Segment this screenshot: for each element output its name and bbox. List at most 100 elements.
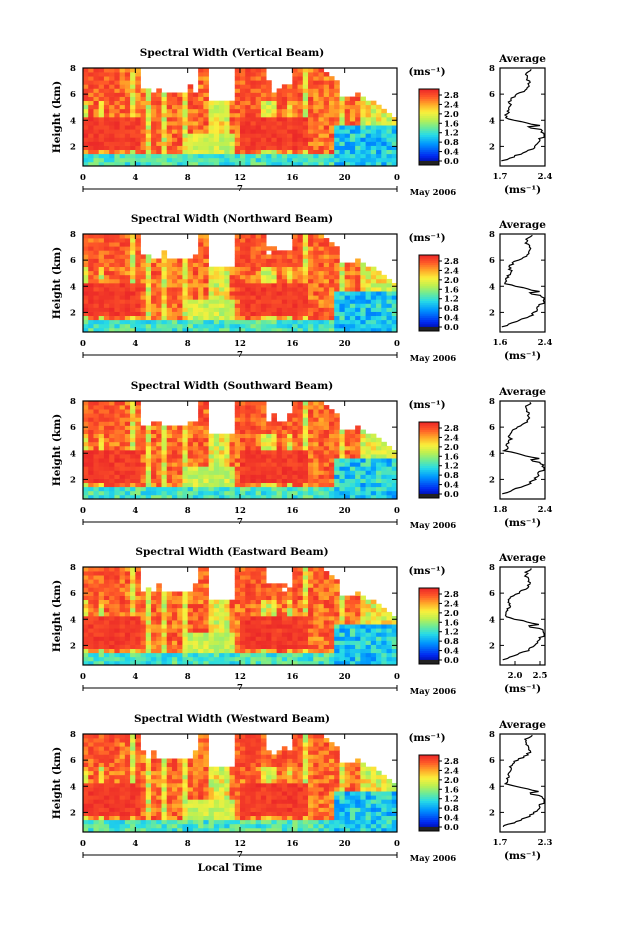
heatmap-cell — [344, 291, 351, 296]
heatmap-cell — [234, 125, 241, 130]
heatmap-cell — [302, 283, 309, 288]
heatmap-cell — [124, 287, 131, 292]
heatmap-cell — [98, 632, 105, 637]
heatmap-cell — [114, 137, 120, 142]
heatmap-cell — [381, 482, 387, 488]
heatmap-cell — [287, 283, 293, 288]
heatmap-cell — [114, 587, 120, 592]
heatmap-cell — [323, 462, 330, 467]
heatmap-cell — [103, 433, 110, 439]
heatmap-cell — [130, 250, 136, 255]
heatmap-cell — [98, 121, 105, 126]
heatmap-cell — [213, 141, 220, 146]
heatmap-cell — [240, 238, 246, 243]
heatmap-cell — [88, 96, 94, 102]
heatmap-cell — [255, 133, 262, 138]
heatmap-cell — [114, 636, 120, 641]
heatmap-cell — [339, 454, 346, 459]
heatmap-cell — [297, 311, 304, 317]
heatmap-cell — [145, 287, 152, 292]
heatmap-cell — [344, 462, 351, 467]
heatmap-cell — [213, 628, 220, 633]
heatmap-cell — [98, 413, 105, 418]
heatmap-cell — [203, 433, 209, 439]
heatmap-cell — [339, 307, 346, 312]
heatmap-cell — [182, 283, 189, 288]
heatmap-cell — [271, 462, 277, 467]
heatmap-cell — [93, 295, 100, 300]
colorbar-tick-label: 1.6 — [444, 119, 459, 129]
heatmap-cell — [302, 587, 309, 592]
heatmap-cell — [156, 437, 162, 443]
heatmap-cell — [344, 323, 351, 329]
heatmap-cell — [130, 583, 136, 588]
heatmap-cell — [103, 660, 110, 666]
heatmap-cell — [260, 640, 267, 645]
heatmap-cell — [318, 441, 325, 447]
heatmap-cell — [130, 100, 136, 106]
heatmap-cell — [130, 133, 136, 138]
heatmap-cell — [297, 242, 304, 247]
heatmap-cell — [203, 303, 209, 308]
heatmap-cell — [166, 323, 173, 329]
heatmap-cell — [109, 96, 115, 102]
heatmap-cell — [271, 270, 277, 276]
heatmap-cell — [203, 246, 209, 251]
heatmap-cell — [339, 153, 346, 159]
heatmap-cell — [386, 303, 393, 308]
heatmap-cell — [355, 429, 361, 435]
heatmap-cell — [140, 133, 147, 138]
x-tick-label: 12 — [234, 173, 246, 183]
heatmap-cell — [213, 307, 220, 312]
heatmap-cell — [360, 454, 366, 459]
heatmap-cell — [119, 100, 126, 106]
heatmap-cell — [365, 137, 372, 142]
heatmap-cell — [287, 270, 293, 276]
heatmap-cell — [276, 104, 283, 110]
heatmap-cell — [109, 470, 115, 475]
colorbar-swatch — [419, 294, 439, 298]
heatmap-cell — [240, 450, 246, 455]
heatmap-cell — [203, 628, 209, 633]
heatmap-cell — [318, 291, 325, 296]
heatmap-cell — [114, 490, 120, 496]
heatmap-cell — [161, 262, 168, 268]
heatmap-cell — [192, 595, 199, 601]
heatmap-cell — [171, 656, 178, 662]
heatmap-cell — [130, 299, 136, 304]
heatmap-cell — [198, 112, 204, 118]
heatmap-cell — [376, 486, 382, 492]
heatmap-cell — [114, 454, 120, 459]
heatmap-cell — [88, 129, 94, 134]
heatmap-cell — [292, 405, 298, 410]
heatmap-cell — [355, 315, 361, 321]
heatmap-cell — [187, 92, 194, 97]
heatmap-cell — [313, 315, 319, 321]
heatmap-cell — [349, 161, 356, 167]
heatmap-cell — [192, 121, 199, 126]
heatmap-cell — [292, 490, 298, 496]
heatmap-cell — [130, 595, 136, 601]
panel-title: Spectral Width (Northward Beam) — [131, 213, 333, 225]
heatmap-cell — [198, 466, 204, 471]
colorbar-swatch — [419, 460, 439, 463]
heatmap-cell — [114, 656, 120, 662]
heatmap-cell — [213, 283, 220, 288]
heatmap-cell — [339, 482, 346, 488]
heatmap-cell — [355, 141, 361, 146]
heatmap-cell — [281, 125, 288, 130]
heatmap-cell — [224, 283, 230, 288]
heatmap-cell — [187, 421, 194, 426]
heatmap-cell — [135, 417, 141, 422]
heatmap-cell — [328, 478, 335, 484]
heatmap-cell — [318, 429, 325, 435]
heatmap-cell — [245, 652, 251, 658]
heatmap-cell — [109, 441, 115, 447]
heatmap-cell — [365, 283, 372, 288]
heatmap-cell — [219, 291, 225, 296]
heatmap-cell — [245, 660, 251, 666]
heatmap-cell — [124, 437, 131, 443]
heatmap-cell — [240, 278, 246, 284]
heatmap-cell — [177, 323, 183, 329]
heatmap-cell — [140, 624, 147, 629]
